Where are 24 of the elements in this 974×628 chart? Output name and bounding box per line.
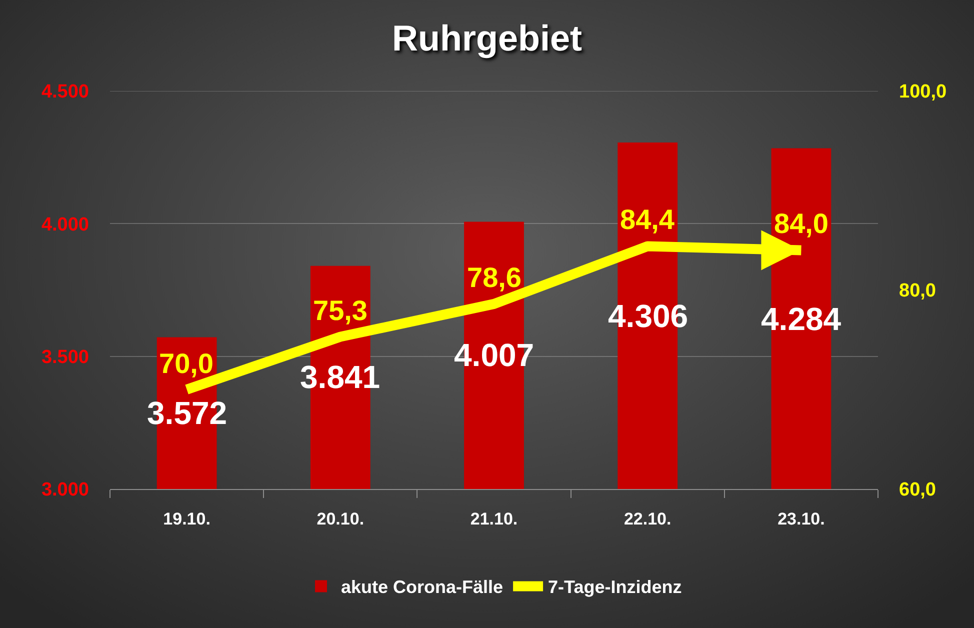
y-tick-label: 4.000 bbox=[41, 214, 89, 236]
data-label: 84,0 bbox=[774, 208, 828, 239]
data-label: 4.306 bbox=[608, 298, 688, 334]
data-label: 3.841 bbox=[300, 359, 380, 395]
legend-label: akute Corona-Fälle bbox=[341, 577, 504, 598]
y-tick-label: 3.000 bbox=[41, 480, 89, 501]
x-tick-label: 23.10. bbox=[778, 509, 825, 528]
x-tick-label: 21.10. bbox=[470, 509, 518, 528]
x-tick-label: 20.10. bbox=[316, 509, 364, 528]
x-tick-label: 22.10. bbox=[624, 509, 672, 528]
y2-tick-label: 100,0 bbox=[899, 82, 947, 103]
chart-title: Ruhrgebiet bbox=[392, 18, 582, 59]
data-label: 4.284 bbox=[761, 301, 842, 337]
data-label: 75,3 bbox=[313, 295, 368, 326]
y-tick-label: 4.500 bbox=[41, 82, 89, 103]
y-tick-label: 3.500 bbox=[41, 346, 89, 368]
data-label: 70,0 bbox=[159, 348, 214, 379]
x-tick-label: 19.10. bbox=[163, 509, 210, 528]
y2-tick-label: 80,0 bbox=[899, 280, 936, 302]
data-label: 84,4 bbox=[620, 204, 675, 235]
legend-label: 7-Tage-Inzidenz bbox=[548, 577, 682, 598]
y2-tick-label: 60,0 bbox=[899, 480, 936, 501]
data-label: 4.007 bbox=[454, 337, 534, 373]
data-label: 78,6 bbox=[467, 262, 522, 293]
